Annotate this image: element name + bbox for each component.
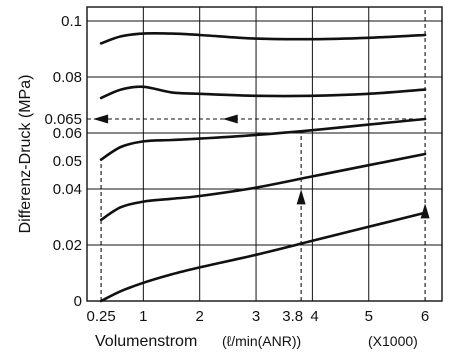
x-tick-label: 3.8	[282, 308, 303, 325]
y-tick-label: 0.06	[53, 125, 82, 142]
arrow-up-icon	[420, 203, 430, 219]
x-tick-label: 1	[139, 308, 147, 325]
series-line-4	[99, 152, 427, 222]
x-tick-label: 3	[252, 308, 260, 325]
x-axis-title: Volumenstrom	[95, 333, 197, 350]
arrow-up-icon	[296, 189, 306, 205]
y-tick-label: 0.05	[53, 153, 82, 170]
y-tick-label: 0.065	[44, 111, 82, 128]
y-tick-labels: 0 0.02 0.04 0.05 0.060.065 0.08 0.1	[44, 13, 82, 310]
y-tick-label: 0.08	[53, 69, 82, 86]
plot-frame	[86, 6, 443, 302]
x-tick-label: 5	[365, 308, 373, 325]
y-tick-label: 0.04	[53, 181, 82, 198]
arrows	[93, 114, 430, 219]
series-lines	[99, 32, 427, 303]
x-tick-label: 6	[421, 308, 429, 325]
series-line-1	[99, 32, 427, 45]
series-line-2	[99, 85, 427, 100]
y-tick-label: 0.1	[61, 13, 82, 30]
series-line-3	[99, 117, 427, 161]
x-axis-multiplier: (X1000)	[368, 333, 418, 349]
y-axis-title: Differenz-Druck (MPa)	[17, 75, 34, 234]
x-tick-label: 2	[196, 308, 204, 325]
arrow-left-icon	[222, 114, 238, 124]
x-axis-unit: (ℓ/min(ANR))	[222, 333, 301, 349]
y-tick-label: 0.02	[53, 237, 82, 254]
series-line-5	[99, 211, 427, 303]
arrow-left-icon	[93, 114, 109, 124]
x-tick-label: 4	[310, 308, 318, 325]
grid-lines	[87, 7, 442, 301]
x-tick-label: 0.25	[86, 308, 115, 325]
y-tick-label: 0	[74, 293, 82, 310]
x-tick-labels: 0.25 1 2 3 3.8 4 5 6	[86, 308, 429, 325]
